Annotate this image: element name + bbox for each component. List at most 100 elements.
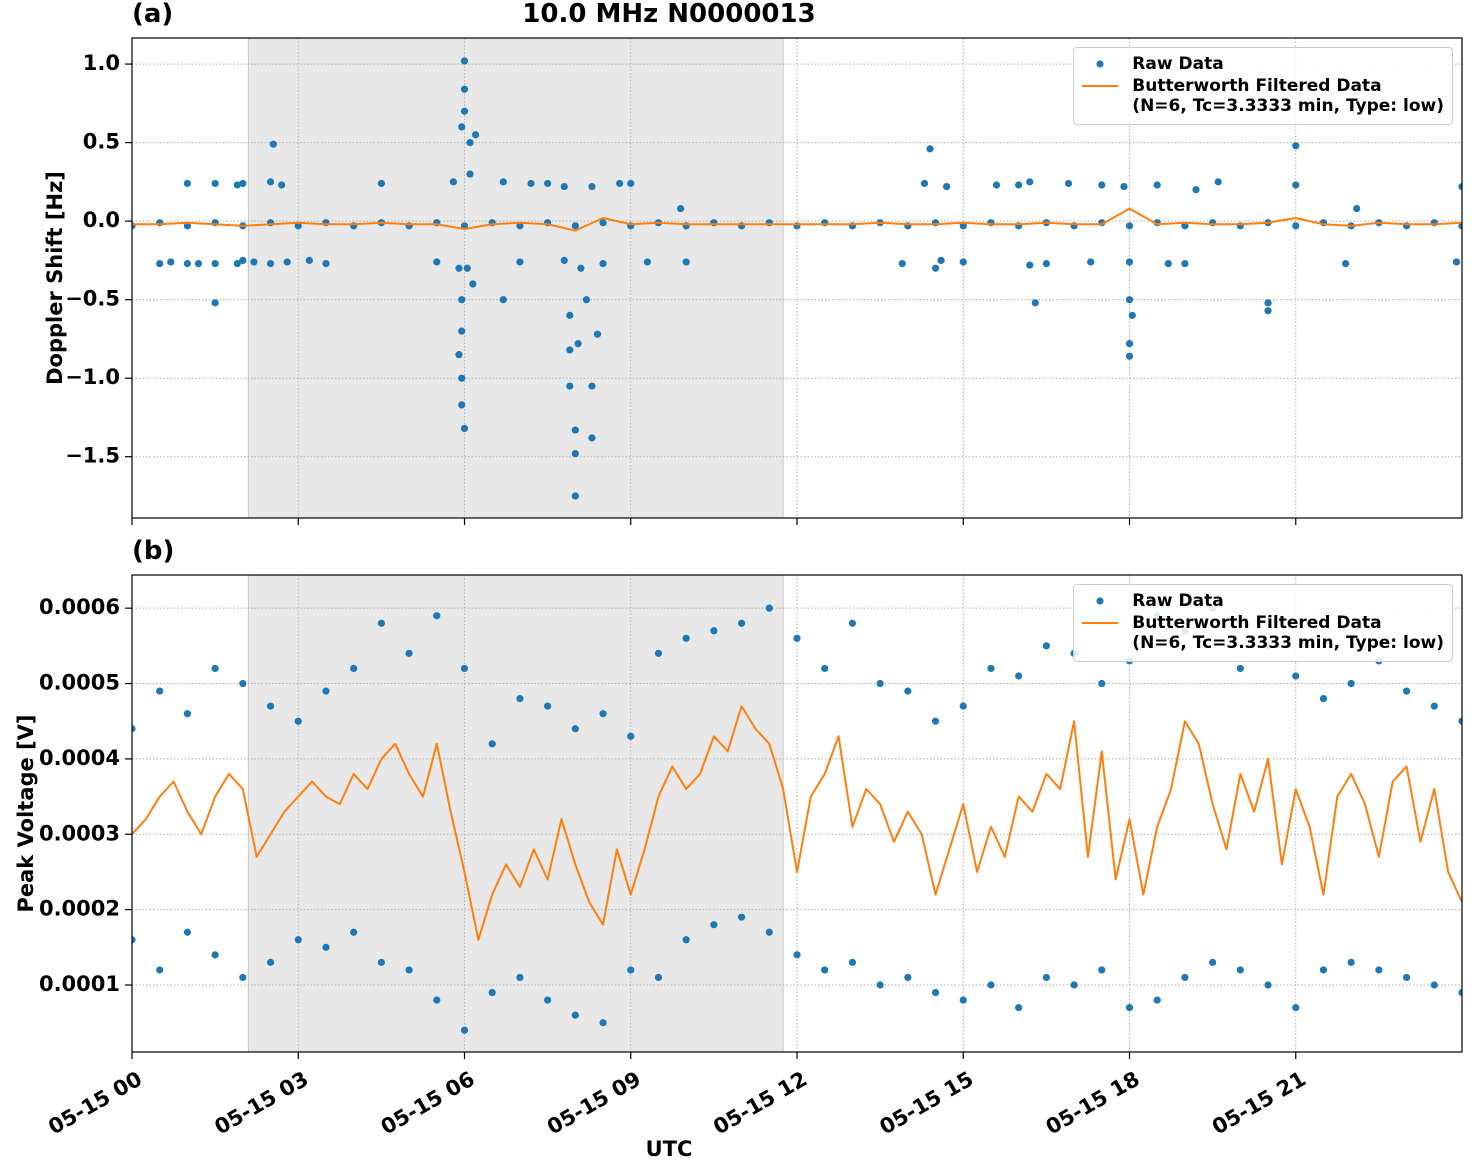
raw-point [599, 259, 607, 268]
filtered-line [132, 705, 1462, 941]
raw-point [211, 179, 219, 188]
raw-point [463, 264, 471, 272]
raw-point [1458, 222, 1462, 230]
panel-label: (b) [132, 536, 174, 566]
raw-point [582, 296, 591, 304]
raw-point [156, 966, 164, 974]
raw-point [765, 604, 773, 612]
raw-point [433, 612, 441, 620]
raw-point [1264, 307, 1272, 315]
legend: Raw Data Butterworth Filtered Data (N=6, … [1073, 47, 1453, 125]
raw-point [156, 259, 164, 268]
raw-point [931, 717, 940, 725]
raw-point [211, 951, 219, 959]
raw-point [588, 434, 596, 442]
y-tick-label: 0.0001 [39, 972, 120, 996]
legend-label: Raw Data [1132, 591, 1224, 611]
raw-point [458, 296, 466, 304]
raw-point [959, 222, 967, 230]
y-tick-label: 0.0003 [39, 821, 120, 845]
y-tick-label: −1.0 [65, 365, 120, 389]
raw-point [1264, 981, 1272, 989]
raw-point [1026, 261, 1034, 269]
x-tick-label: 05-15 06 [377, 1067, 479, 1140]
raw-point [1402, 687, 1411, 695]
raw-point [294, 717, 302, 725]
raw-point [527, 179, 535, 188]
raw-point [1026, 178, 1034, 186]
raw-point [1292, 142, 1300, 150]
raw-point [571, 450, 579, 458]
raw-point [1292, 672, 1300, 680]
raw-point [793, 634, 801, 642]
y-axis-label: Doppler Shift [Hz] [43, 171, 67, 385]
legend-marker [1096, 597, 1104, 605]
legend-swatch [1096, 60, 1104, 68]
raw-point [627, 966, 635, 974]
raw-point [1430, 702, 1438, 710]
raw-point [278, 181, 286, 189]
y-tick-label: 0.0005 [39, 671, 120, 695]
raw-point [239, 179, 247, 188]
raw-point [1125, 1004, 1134, 1012]
raw-point [848, 958, 857, 966]
raw-point [239, 256, 247, 265]
legend: Raw Data Butterworth Filtered Data (N=6, … [1073, 584, 1453, 662]
raw-point [466, 139, 474, 147]
raw-point [943, 182, 951, 191]
raw-point [239, 973, 247, 982]
raw-point [654, 649, 663, 657]
raw-point [577, 264, 585, 272]
raw-point [433, 258, 441, 266]
raw-point [1153, 996, 1161, 1004]
legend-item: Butterworth Filtered Data (N=6, Tc=3.333… [1080, 76, 1444, 116]
raw-point [516, 973, 524, 982]
raw-point [992, 181, 1001, 189]
raw-point [1353, 204, 1361, 213]
raw-point [1125, 222, 1134, 230]
raw-point [183, 928, 192, 936]
legend-item: Raw Data [1080, 54, 1444, 74]
raw-point [350, 928, 358, 936]
x-tick-label: 05-15 15 [876, 1067, 978, 1140]
raw-point [931, 988, 940, 997]
raw-point [233, 181, 241, 189]
raw-point [405, 649, 413, 657]
raw-point [1452, 258, 1461, 266]
raw-point [211, 259, 219, 268]
raw-point [1319, 966, 1328, 974]
raw-point [377, 958, 385, 966]
raw-point [571, 492, 579, 500]
raw-point [266, 259, 275, 268]
raw-point [599, 710, 607, 718]
legend-label: Raw Data [1132, 54, 1224, 74]
raw-point [821, 966, 829, 974]
raw-point [294, 222, 302, 230]
axes-frame [131, 574, 1463, 1053]
raw-point [1236, 966, 1244, 974]
raw-point [1214, 178, 1222, 186]
raw-point [904, 687, 912, 695]
legend-item: Raw Data [1080, 591, 1444, 611]
raw-point [677, 204, 685, 213]
raw-point [544, 702, 552, 710]
y-tick-label: −1.5 [65, 444, 120, 468]
raw-point [305, 256, 313, 265]
raw-point [599, 1019, 607, 1027]
raw-point [1292, 181, 1300, 189]
raw-point [1319, 695, 1328, 703]
raw-point [1087, 258, 1095, 266]
raw-point [1347, 958, 1355, 966]
raw-point [710, 921, 718, 929]
raw-point [1031, 299, 1039, 307]
raw-point [350, 664, 358, 673]
raw-point [1015, 181, 1023, 189]
legend-label: Butterworth Filtered Data (N=6, Tc=3.333… [1132, 613, 1444, 653]
raw-point [460, 424, 469, 433]
shaded-span [247, 574, 784, 1053]
raw-point [588, 182, 596, 191]
raw-point [183, 710, 192, 718]
raw-point [987, 664, 995, 673]
